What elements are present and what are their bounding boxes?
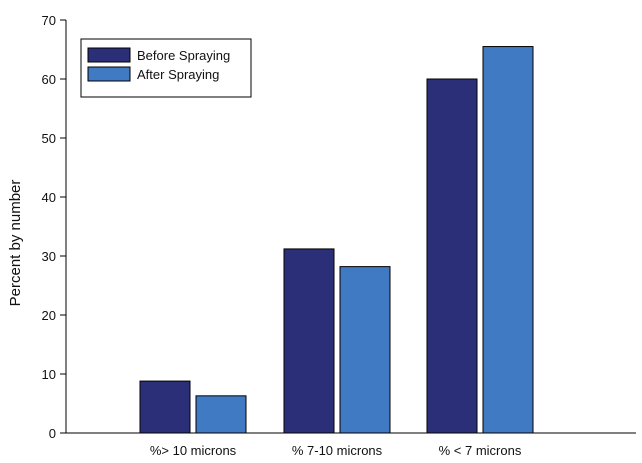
bar-after-2 [482, 46, 534, 434]
bar-before-0 [139, 380, 191, 434]
y-tick-label: 50 [42, 131, 56, 146]
bar-before-1 [283, 248, 335, 434]
legend-swatch-1 [87, 66, 131, 82]
legend-label-1: After Spraying [137, 67, 219, 82]
bars-group [139, 46, 534, 434]
bar-before-2 [426, 78, 478, 434]
y-tick-label: 30 [42, 249, 56, 264]
legend-label-0: Before Spraying [137, 48, 230, 63]
y-tick-label: 40 [42, 190, 56, 205]
y-axis-title: Percent by number [7, 180, 24, 307]
y-tick-label: 0 [49, 426, 56, 441]
legend-swatch-0 [87, 47, 131, 63]
legend: Before Spraying After Spraying [80, 38, 252, 98]
x-tick-label: %> 10 microns [150, 443, 237, 458]
y-tick-label: 20 [42, 308, 56, 323]
x-tick-label: % < 7 microns [439, 443, 522, 458]
bar-after-0 [195, 395, 247, 434]
axes-group: 0 10 20 30 40 50 60 70 %> 10 microns % 7-10 micro… [42, 13, 636, 458]
x-tick-label: % 7-10 microns [292, 443, 383, 458]
y-tick-label: 10 [42, 367, 56, 382]
y-tick-label: 60 [42, 72, 56, 87]
bar-after-1 [339, 266, 391, 434]
y-tick-label: 70 [42, 13, 56, 28]
